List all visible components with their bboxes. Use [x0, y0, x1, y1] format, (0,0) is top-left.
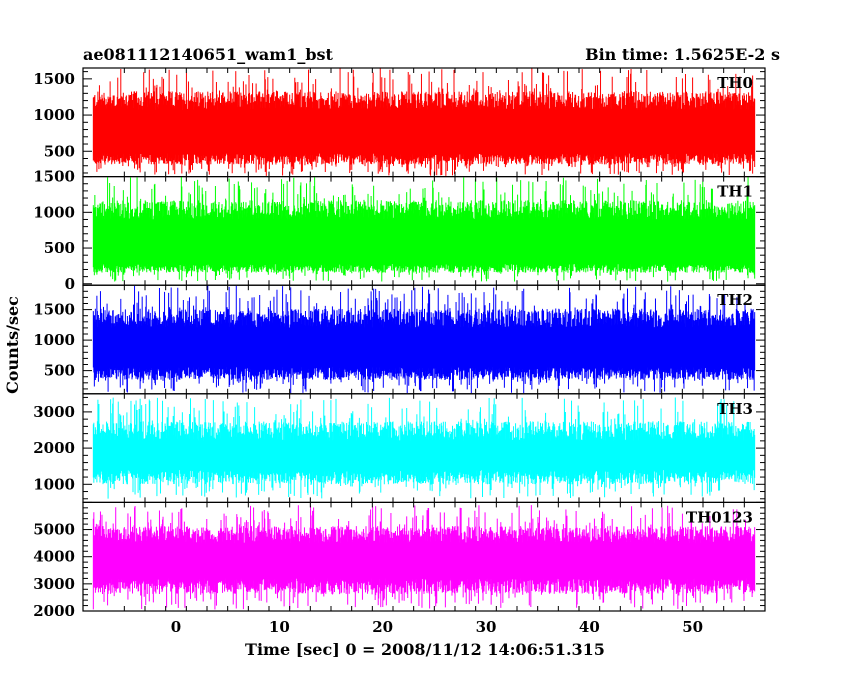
y-tick-label: 5000 — [33, 521, 75, 539]
x-tick-label: 50 — [682, 618, 703, 636]
y-tick-label: 1500 — [33, 168, 75, 186]
y-tick-label: 500 — [44, 362, 75, 380]
chart-title-right: Bin time: 1.5625E-2 s — [585, 45, 780, 64]
y-tick-label: 4000 — [33, 548, 75, 566]
series-trace-th0123 — [92, 505, 756, 610]
series-trace-th1 — [92, 176, 756, 282]
y-tick-label: 1500 — [33, 301, 75, 319]
panel-label-th3: TH3 — [717, 400, 753, 418]
y-tick-label: 500 — [44, 142, 75, 160]
x-tick-label: 0 — [171, 618, 181, 636]
panel-label-th0: TH0 — [717, 74, 753, 92]
y-tick-label: 1000 — [33, 106, 75, 124]
chart-title-left: ae081112140651_wam1_bst — [83, 45, 334, 64]
y-tick-label: 500 — [44, 239, 75, 257]
y-tick-label: 2000 — [33, 439, 75, 457]
x-tick-label: 20 — [372, 618, 393, 636]
panel-label-th2: TH2 — [717, 291, 753, 309]
series-trace-th2 — [92, 285, 756, 394]
y-tick-label: 2000 — [33, 602, 75, 620]
y-tick-label: 3000 — [33, 403, 75, 421]
x-tick-label: 40 — [579, 618, 600, 636]
series-trace-th0 — [92, 68, 756, 176]
y-tick-label: 1000 — [33, 203, 75, 221]
y-tick-label: 1500 — [33, 70, 75, 88]
panel-label-th1: TH1 — [717, 183, 753, 201]
y-axis-label: Counts/sec — [3, 296, 22, 394]
panel-label-th0123: TH0123 — [686, 508, 753, 526]
y-tick-label: 0 — [65, 275, 75, 293]
x-tick-label: 30 — [476, 618, 497, 636]
x-axis-label: Time [sec] 0 = 2008/11/12 14:06:51.315 — [245, 640, 605, 659]
y-tick-label: 3000 — [33, 575, 75, 593]
y-tick-label: 1000 — [33, 475, 75, 493]
y-tick-label: 1000 — [33, 331, 75, 349]
series-trace-th3 — [92, 397, 756, 499]
x-tick-label: 10 — [269, 618, 290, 636]
